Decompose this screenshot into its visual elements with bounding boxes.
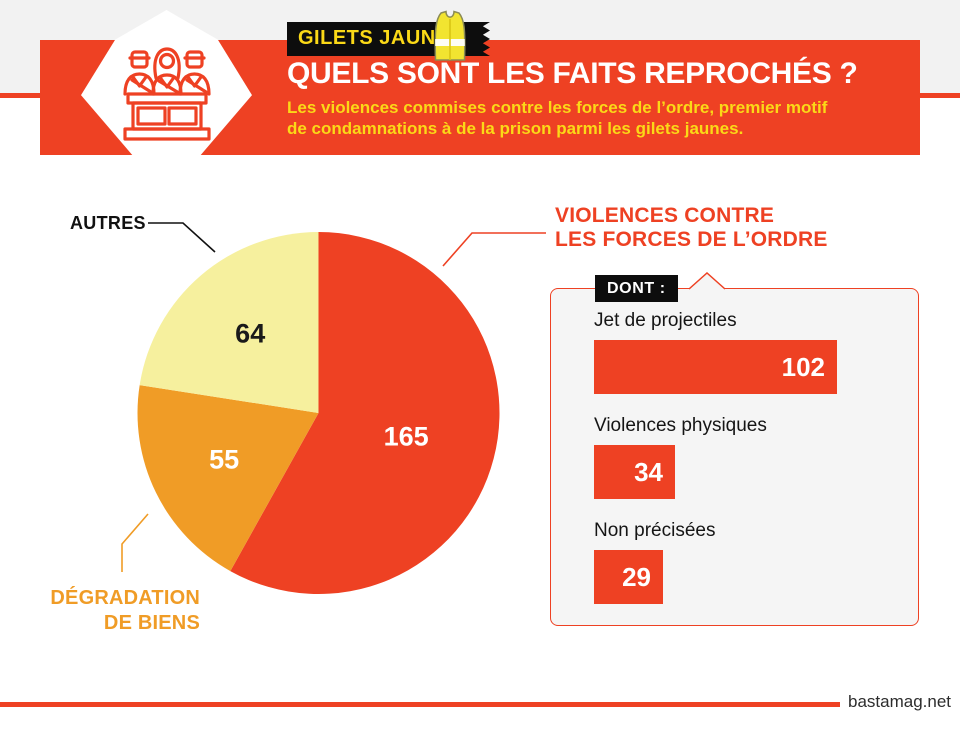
pie-slice-0 bbox=[230, 232, 500, 594]
bar-2: 29 bbox=[594, 550, 663, 604]
headline-violences-forces-ordre: VIOLENCES CONTRE LES FORCES DE L’ORDRE bbox=[555, 204, 828, 252]
bar-value-0: 102 bbox=[781, 352, 825, 382]
bar-value-2: 29 bbox=[622, 562, 651, 592]
violences-line1: VIOLENCES CONTRE bbox=[555, 204, 775, 227]
pie-value-label-1: 55 bbox=[209, 444, 239, 474]
bar-1: 34 bbox=[594, 445, 675, 499]
violences-line2: LES FORCES DE L’ORDRE bbox=[555, 228, 828, 251]
bar-value-1: 34 bbox=[634, 457, 663, 487]
degradation-line1: DÉGRADATION bbox=[50, 587, 200, 609]
panel-notch bbox=[688, 272, 726, 290]
subtitle-line1: Les violences commises contre les forces… bbox=[287, 98, 828, 117]
infographic-title: QUELS SONT LES FAITS REPROCHÉS ? bbox=[287, 57, 858, 90]
bar-label-2: Non précisées bbox=[594, 520, 716, 541]
pie-chart: 165 55 64 bbox=[137, 232, 500, 594]
degradation-line2: DE BIENS bbox=[103, 612, 200, 634]
bar-label-1: Violences physiques bbox=[594, 415, 767, 436]
label-degradation-de-biens: DÉGRADATION DE BIENS bbox=[40, 586, 200, 636]
dont-tag: DONT : bbox=[595, 275, 678, 302]
ribbon-label: GILETS JAUNES bbox=[298, 27, 464, 49]
tribunal-judges-icon bbox=[123, 47, 211, 141]
infographic-subtitle: Les violences commises contre les forces… bbox=[287, 97, 827, 139]
pie-slice-1 bbox=[137, 385, 319, 572]
pie-value-label-0: 165 bbox=[384, 421, 429, 451]
yellow-vest-icon bbox=[434, 10, 466, 61]
subtitle-line2: de condamnations à de la prison parmi le… bbox=[287, 119, 744, 138]
bar-label-0: Jet de projectiles bbox=[594, 310, 737, 331]
footer-divider-line bbox=[0, 702, 840, 707]
pie-slice-2 bbox=[139, 232, 319, 413]
footer-credit: bastamag.net bbox=[848, 692, 952, 711]
pie-value-label-2: 64 bbox=[235, 319, 265, 349]
label-autres: AUTRES bbox=[70, 213, 146, 233]
bar-list: Jet de projectiles 102 Violences physiques… bbox=[594, 309, 904, 624]
bar-0: 102 bbox=[594, 340, 837, 394]
